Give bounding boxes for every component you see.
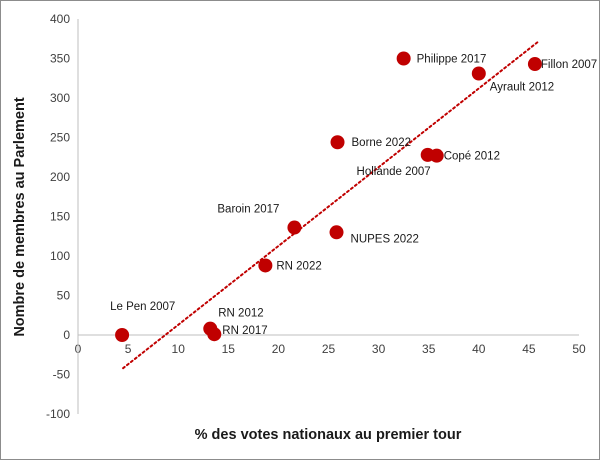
x-tick-label: 5 xyxy=(125,342,132,356)
point-label: Fillon 2007 xyxy=(541,59,597,71)
data-point xyxy=(527,57,542,72)
point-label: Hollande 2007 xyxy=(357,166,431,178)
y-tick-label: -100 xyxy=(46,407,70,421)
point-label: Copé 2012 xyxy=(444,151,500,163)
y-tick-label: -50 xyxy=(53,368,71,382)
point-label: RN 2012 xyxy=(218,308,263,320)
data-point xyxy=(429,148,444,163)
point-labels: Le Pen 2007 RN 2012 RN 2017 RN 2022 Baroin 2… xyxy=(110,54,597,338)
y-tick-label: 150 xyxy=(50,210,70,224)
point-label: Le Pen 2007 xyxy=(110,301,175,313)
y-tick-label: 300 xyxy=(50,91,70,105)
x-tick-label: 30 xyxy=(372,342,386,356)
data-point xyxy=(115,328,130,342)
data-point xyxy=(329,225,344,240)
x-tick-label: 50 xyxy=(572,342,586,356)
data-point xyxy=(287,220,302,235)
data-points xyxy=(115,51,542,342)
axes xyxy=(77,19,579,414)
x-tick-label: 25 xyxy=(322,342,336,356)
x-tick-label: 35 xyxy=(422,342,436,356)
y-tick-label: 350 xyxy=(50,52,70,66)
y-tick-labels: -100 -50 0 50 100 150 200 250 300 350 400 xyxy=(46,12,70,421)
point-label: Baroin 2017 xyxy=(217,204,279,216)
y-tick-label: 100 xyxy=(50,249,70,263)
y-tick-label: 250 xyxy=(50,131,70,145)
data-point xyxy=(258,258,273,273)
y-tick-label: 200 xyxy=(50,170,70,184)
x-axis-title: % des votes nationaux au premier tour xyxy=(195,427,462,443)
point-label: Philippe 2017 xyxy=(417,54,487,66)
data-point xyxy=(471,66,486,81)
x-tick-label: 10 xyxy=(172,342,186,356)
trendline xyxy=(122,40,540,370)
y-axis-title: Nombre de membres au Parlement xyxy=(12,97,28,337)
trendline-group xyxy=(122,40,540,370)
point-label: Borne 2022 xyxy=(352,137,411,149)
y-tick-label: 400 xyxy=(50,12,70,26)
x-tick-label: 40 xyxy=(472,342,486,356)
point-label: Ayrault 2012 xyxy=(490,82,554,94)
x-tick-label: 20 xyxy=(272,342,286,356)
x-tick-label: 45 xyxy=(522,342,536,356)
data-point xyxy=(330,135,345,150)
point-label: RN 2022 xyxy=(276,260,321,272)
point-label: NUPES 2022 xyxy=(351,233,419,245)
point-label: RN 2017 xyxy=(222,325,267,337)
data-point xyxy=(207,327,222,342)
y-tick-label: 0 xyxy=(63,328,70,342)
data-point xyxy=(396,51,411,66)
x-tick-label: 15 xyxy=(222,342,236,356)
y-tick-label: 50 xyxy=(57,289,71,303)
